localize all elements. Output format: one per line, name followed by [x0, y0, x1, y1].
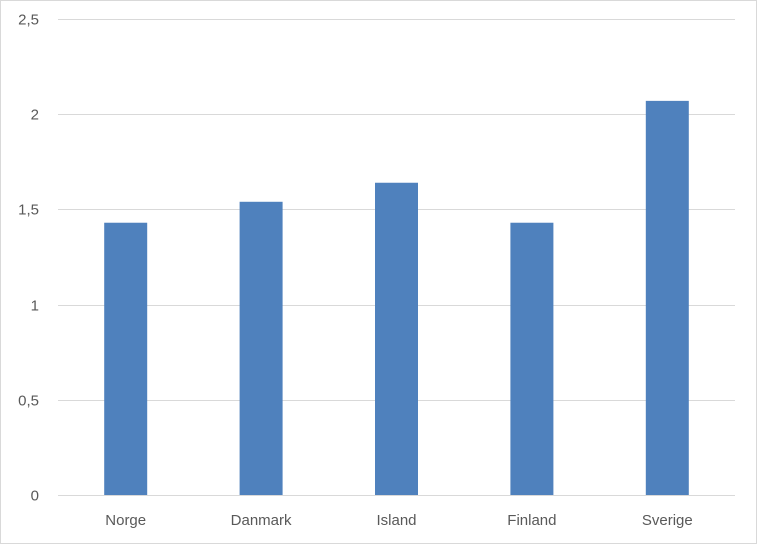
- x-axis-tick-labels: Norge Danmark Island Finland Sverige: [105, 512, 692, 529]
- y-tick-label: 0,5: [18, 393, 39, 410]
- x-tick-label-norge: Norge: [105, 512, 146, 529]
- bars: [104, 100, 689, 495]
- bar-sverige: [645, 100, 689, 495]
- y-axis-tick-labels: 0 0,5 1 1,5 2 2,5: [18, 12, 39, 505]
- y-tick-label: 2,5: [18, 12, 39, 29]
- bar-finland: [510, 222, 554, 495]
- bar-danmark: [239, 201, 283, 495]
- x-tick-label-sverige: Sverige: [642, 512, 693, 529]
- bar-norge: [104, 222, 148, 495]
- y-tick-label: 1,5: [18, 202, 39, 219]
- bar-island: [375, 182, 418, 495]
- x-tick-label-finland: Finland: [507, 512, 556, 529]
- x-tick-label-danmark: Danmark: [231, 512, 292, 529]
- y-tick-label: 2: [31, 107, 39, 124]
- x-tick-label-island: Island: [376, 512, 416, 529]
- y-tick-label: 1: [31, 298, 39, 315]
- y-tick-label: 0: [31, 488, 39, 505]
